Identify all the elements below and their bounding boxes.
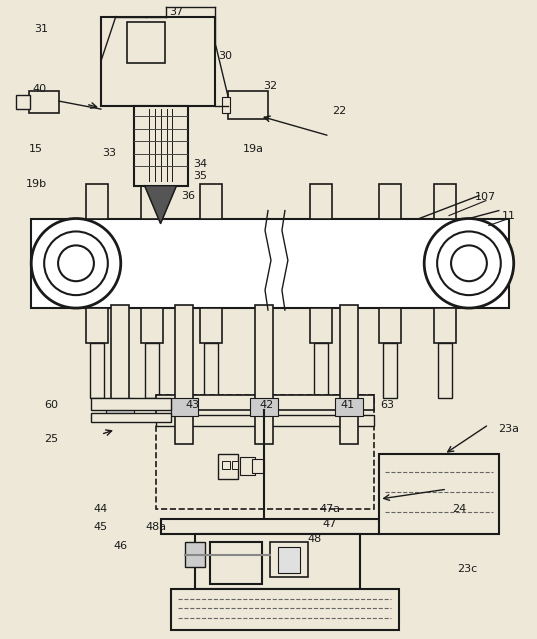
Bar	[111, 305, 129, 415]
Bar	[134, 106, 188, 186]
Bar	[171, 397, 198, 415]
Bar	[86, 183, 108, 219]
Text: 37: 37	[169, 6, 184, 17]
Bar	[438, 343, 452, 397]
Bar	[171, 589, 400, 631]
Bar	[101, 17, 215, 106]
Bar	[141, 183, 163, 219]
Text: 48: 48	[308, 534, 322, 544]
Bar	[218, 454, 238, 479]
Bar	[380, 308, 401, 343]
Circle shape	[424, 219, 514, 308]
Text: 19a: 19a	[243, 144, 264, 154]
Bar	[144, 343, 158, 397]
Bar	[270, 542, 308, 576]
Bar	[434, 183, 456, 219]
Bar	[255, 305, 273, 444]
Text: 22: 22	[332, 106, 347, 116]
Text: 45: 45	[94, 522, 108, 532]
Text: 30: 30	[218, 51, 232, 61]
Text: 34: 34	[193, 159, 207, 169]
Bar	[127, 22, 164, 63]
Text: 36: 36	[182, 190, 195, 201]
Bar	[205, 343, 218, 397]
Bar	[222, 97, 230, 113]
Bar	[91, 397, 171, 410]
Bar	[161, 519, 380, 534]
Bar	[90, 343, 104, 397]
Text: 43: 43	[185, 399, 199, 410]
Circle shape	[437, 231, 501, 295]
Text: 42: 42	[260, 399, 274, 410]
Bar	[195, 534, 360, 589]
Bar	[156, 415, 374, 426]
Bar	[278, 547, 300, 573]
Text: 107: 107	[475, 192, 496, 202]
Bar	[250, 397, 278, 415]
Text: 11: 11	[502, 210, 516, 220]
Bar	[240, 458, 255, 475]
Bar	[29, 91, 59, 113]
Text: 23a: 23a	[498, 424, 519, 435]
Circle shape	[451, 245, 487, 281]
Bar	[380, 183, 401, 219]
Bar	[185, 542, 205, 567]
Text: 44: 44	[94, 504, 108, 514]
Bar	[339, 305, 358, 444]
Text: 33: 33	[102, 148, 116, 158]
Bar	[176, 305, 193, 444]
Bar	[156, 395, 374, 509]
Text: 48a: 48a	[145, 522, 166, 532]
Text: 63: 63	[380, 399, 394, 410]
Text: 19b: 19b	[26, 179, 47, 189]
Text: 15: 15	[29, 144, 43, 154]
Text: 25: 25	[44, 435, 58, 444]
Bar	[200, 308, 222, 343]
Circle shape	[58, 245, 94, 281]
Bar	[314, 343, 328, 397]
Text: 32: 32	[263, 81, 277, 91]
Bar	[31, 219, 509, 308]
Text: 31: 31	[34, 24, 48, 33]
Bar	[434, 308, 456, 343]
Text: 47: 47	[323, 519, 337, 529]
Bar	[91, 413, 171, 422]
Bar	[200, 183, 222, 219]
Bar	[211, 542, 262, 583]
Text: 23c: 23c	[457, 564, 477, 574]
Bar	[252, 459, 264, 473]
Bar	[380, 454, 499, 534]
Text: 46: 46	[114, 541, 128, 551]
Bar	[156, 395, 374, 410]
Bar	[383, 343, 397, 397]
Bar	[335, 397, 362, 415]
Bar	[232, 461, 238, 469]
Bar	[310, 183, 332, 219]
Bar	[106, 397, 134, 415]
Text: 35: 35	[193, 171, 207, 181]
Bar	[86, 308, 108, 343]
Bar	[141, 308, 163, 343]
Text: 41: 41	[340, 399, 354, 410]
Bar	[310, 308, 332, 343]
Bar	[222, 461, 230, 469]
Text: 40: 40	[32, 84, 46, 94]
Polygon shape	[144, 186, 177, 224]
Text: 60: 60	[44, 399, 58, 410]
Text: 47a: 47a	[319, 504, 340, 514]
Circle shape	[44, 231, 108, 295]
Bar	[16, 95, 30, 109]
Text: 24: 24	[452, 504, 466, 514]
Circle shape	[31, 219, 121, 308]
Bar	[228, 91, 268, 119]
